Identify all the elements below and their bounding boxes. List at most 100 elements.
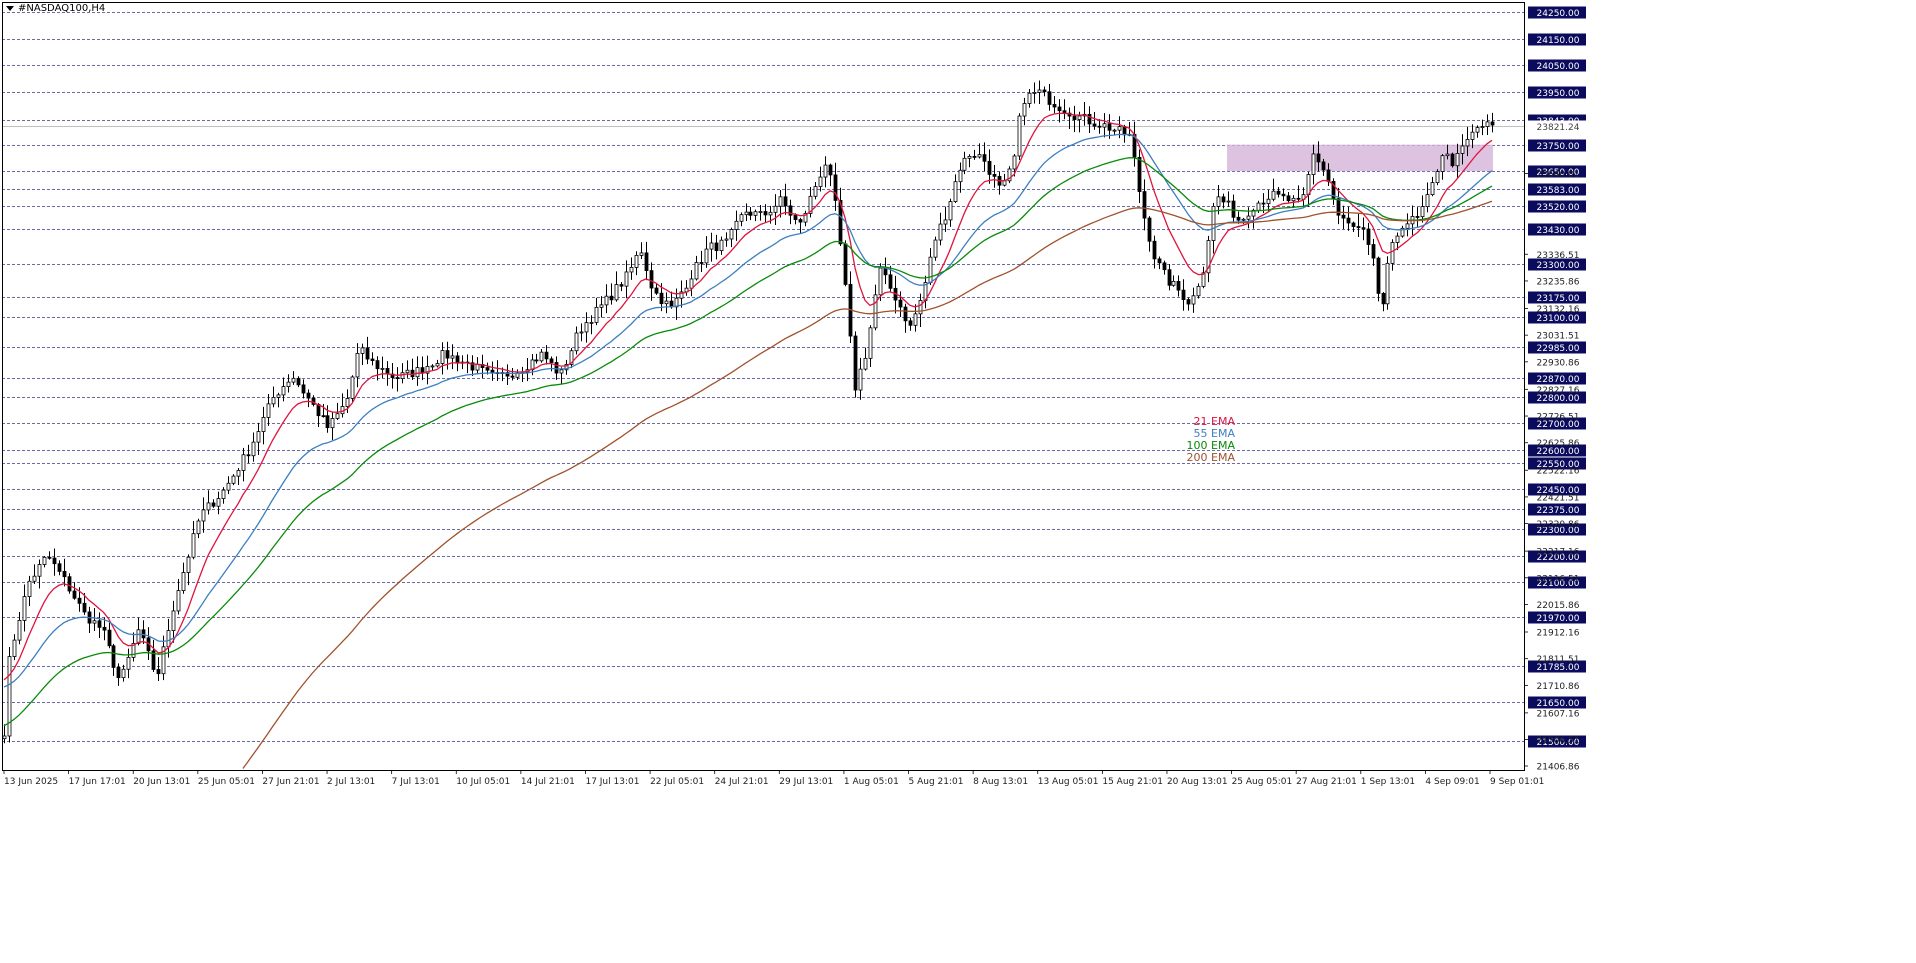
candle-body: [549, 358, 554, 363]
time-label: 17 Jun 17:01: [69, 777, 126, 787]
price-label-box: [1528, 291, 1586, 304]
candle-body: [987, 160, 992, 175]
candle-body: [793, 214, 798, 220]
candle-body: [206, 502, 211, 511]
candle-body: [1316, 153, 1321, 163]
candle-body: [719, 239, 724, 252]
candle-body: [818, 176, 823, 187]
candle-body: [624, 271, 629, 287]
candle-body: [962, 157, 967, 171]
candle-body: [1236, 216, 1241, 221]
candle-body: [539, 351, 544, 362]
candle-body: [748, 211, 753, 216]
current-price-box: [1528, 120, 1586, 133]
candle-body: [1371, 244, 1376, 259]
candle-body: [953, 181, 958, 202]
candle-body: [62, 571, 67, 578]
candlesticks: [2, 80, 1495, 744]
price-label: 22870.00: [1537, 375, 1580, 385]
candle-body: [1097, 125, 1102, 128]
price-tick-label: 21811.51: [1537, 655, 1580, 665]
time-label: 17 Jul 13:01: [585, 777, 639, 787]
candle-body: [1017, 115, 1022, 157]
legend-ema200: 200 EMA: [1186, 451, 1235, 464]
price-tick-label: 22726.51: [1537, 413, 1580, 423]
time-label: 20 Jun 13:01: [133, 777, 190, 787]
candle-body: [32, 575, 37, 582]
price-label-box: [1528, 611, 1586, 624]
candle-body: [286, 381, 291, 387]
candle-body: [72, 590, 77, 599]
candle-body: [1176, 281, 1181, 291]
price-label: 22985.00: [1537, 344, 1580, 354]
candle-body: [788, 205, 793, 216]
candle-body: [1137, 156, 1142, 192]
candle-body: [813, 186, 818, 197]
price-label-box: [1528, 311, 1586, 324]
candle-body: [1122, 126, 1127, 136]
candle-body: [236, 470, 241, 477]
candle-body: [689, 278, 694, 289]
candle-body: [1306, 174, 1311, 196]
candle-body: [629, 267, 634, 273]
candle-body: [903, 306, 908, 322]
price-tick-label: 22320.86: [1537, 520, 1580, 530]
price-label: 23750.00: [1537, 142, 1580, 152]
candle-body: [470, 362, 475, 371]
time-label: 25 Jun 05:01: [198, 777, 255, 787]
candle-body: [1251, 209, 1256, 217]
legend-ema21: 21 EMA: [1193, 415, 1235, 428]
candle-body: [370, 358, 375, 362]
candle-body: [345, 398, 350, 407]
time-label: 24 Jul 21:01: [715, 777, 769, 787]
time-label: 4 Sep 09:01: [1425, 777, 1479, 787]
candle-body: [335, 413, 340, 419]
candle-body: [1226, 200, 1231, 203]
candle-body: [1092, 123, 1097, 127]
candle-body: [176, 590, 181, 612]
chart-title[interactable]: #NASDAQ100,H4: [6, 3, 105, 14]
price-label-box: [1528, 576, 1586, 589]
candle-body: [992, 174, 997, 177]
candle-body: [181, 572, 186, 592]
candle-body: [1490, 121, 1495, 126]
candle-body: [226, 482, 231, 491]
candle-body: [977, 154, 982, 158]
candle-body: [450, 355, 455, 359]
candle-body: [1112, 129, 1117, 132]
candle-body: [589, 321, 594, 324]
candle-body: [1037, 89, 1042, 93]
price-label-box: [1528, 341, 1586, 354]
price-tick-label: 22421.51: [1537, 493, 1580, 503]
candle-body: [365, 347, 370, 360]
candle-body: [12, 639, 17, 657]
candle-body: [1057, 106, 1062, 112]
candle-body: [918, 300, 923, 315]
candle-body: [355, 353, 360, 378]
candle-body: [1047, 91, 1052, 105]
dropdown-triangle-icon: [6, 6, 14, 11]
candle-body: [271, 397, 276, 405]
candle-body: [330, 418, 335, 429]
candle-body: [296, 377, 301, 386]
price-label: 24250.00: [1537, 9, 1580, 19]
candle-body: [569, 350, 574, 365]
candle-body: [714, 242, 719, 252]
candle-body: [82, 602, 87, 613]
candle-body: [221, 489, 226, 499]
price-tick-label: 21406.86: [1537, 763, 1580, 773]
candle-body: [798, 219, 803, 223]
candle-body: [47, 556, 52, 559]
price-tick-label: 22015.86: [1537, 601, 1580, 611]
candle-body: [171, 610, 176, 631]
candle-body: [1042, 89, 1047, 93]
time-label: 15 Aug 21:01: [1102, 777, 1163, 787]
candle-body: [455, 355, 460, 364]
candle-body: [67, 576, 72, 592]
candle-body: [838, 200, 843, 245]
candle-body: [2, 735, 7, 740]
candle-body: [485, 367, 490, 371]
price-label-box: [1528, 391, 1586, 404]
candle-body: [559, 369, 564, 374]
